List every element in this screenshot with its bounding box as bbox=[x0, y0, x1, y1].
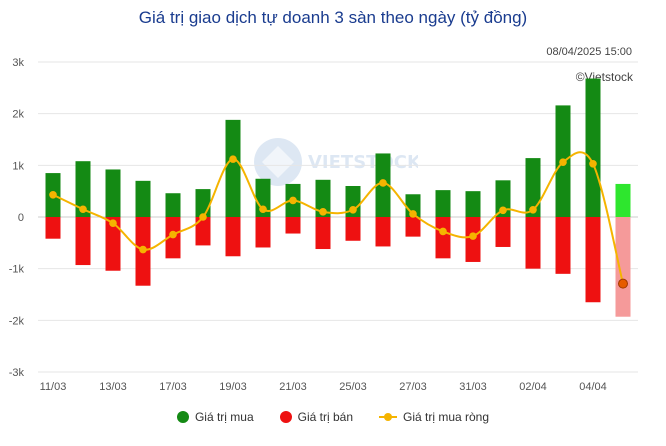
net-point bbox=[439, 227, 447, 236]
net-point bbox=[529, 205, 537, 214]
buy-bar bbox=[165, 193, 181, 217]
net-point bbox=[349, 205, 357, 214]
legend-buy-label: Giá trị mua bbox=[194, 410, 254, 424]
legend-item-buy[interactable]: Giá trị mua bbox=[176, 410, 254, 424]
sell-bar bbox=[45, 217, 61, 239]
buy-bar bbox=[465, 191, 481, 217]
x-tick-label: 25/03 bbox=[339, 381, 367, 393]
sell-bar bbox=[615, 217, 631, 317]
sell-bar bbox=[75, 217, 91, 266]
buy-bar bbox=[75, 161, 91, 217]
timestamp: 08/04/2025 15:00 bbox=[546, 46, 632, 58]
net-point bbox=[139, 245, 147, 254]
net-point bbox=[289, 196, 297, 205]
sell-bar bbox=[195, 217, 211, 246]
y-tick-label: 0 bbox=[18, 212, 24, 224]
net-point bbox=[109, 219, 117, 227]
sell-bar bbox=[375, 217, 391, 247]
x-tick-label: 21/03 bbox=[279, 381, 307, 393]
buy-bar bbox=[495, 180, 511, 217]
x-tick-label: 17/03 bbox=[159, 381, 187, 393]
legend-net-label: Giá trị mua ròng bbox=[403, 410, 490, 424]
sell-bar bbox=[225, 217, 241, 257]
net-point bbox=[559, 158, 567, 167]
buy-bar bbox=[435, 190, 451, 217]
legend-net-marker bbox=[379, 411, 397, 423]
sell-bar bbox=[315, 217, 331, 250]
sell-bar bbox=[405, 217, 421, 237]
net-point bbox=[199, 213, 207, 221]
buy-bar bbox=[315, 179, 331, 217]
net-point bbox=[379, 179, 387, 187]
buy-bar bbox=[615, 183, 631, 217]
x-tick-label: 27/03 bbox=[399, 381, 427, 393]
net-point bbox=[499, 206, 507, 215]
y-tick-label: 3k bbox=[12, 57, 24, 69]
legend-sell-marker bbox=[279, 411, 292, 423]
net-point bbox=[469, 232, 477, 240]
sell-bar bbox=[285, 217, 301, 234]
buy-bar bbox=[255, 178, 271, 217]
sell-bar bbox=[585, 217, 601, 303]
net-point bbox=[229, 155, 237, 163]
buy-bar bbox=[525, 158, 541, 217]
net-point bbox=[618, 278, 628, 289]
legend-item-net[interactable]: Giá trị mua ròng bbox=[379, 410, 489, 424]
y-tick-label: -2k bbox=[9, 315, 25, 327]
sell-bar bbox=[495, 217, 511, 247]
sell-bar bbox=[345, 217, 361, 241]
chart-title: Giá trị giao dịch tự doanh 3 sàn theo ng… bbox=[138, 8, 528, 27]
buy-bar bbox=[195, 189, 211, 217]
x-tick-label: 19/03 bbox=[219, 381, 247, 393]
y-tick-label: 1k bbox=[12, 160, 24, 172]
net-point bbox=[169, 230, 177, 239]
sell-bar bbox=[555, 217, 571, 274]
net-point bbox=[79, 205, 87, 214]
sell-bar bbox=[435, 217, 451, 259]
sell-bar bbox=[525, 217, 541, 269]
legend-buy-marker bbox=[176, 411, 189, 423]
legend-sell-label: Giá trị bán bbox=[297, 410, 353, 424]
y-tick-label: -3k bbox=[9, 367, 25, 379]
y-tick-label: -1k bbox=[9, 264, 25, 276]
sell-bar bbox=[255, 217, 271, 248]
x-tick-label: 31/03 bbox=[459, 381, 487, 393]
y-tick-label: 2k bbox=[12, 109, 24, 121]
x-tick-label: 02/04 bbox=[519, 381, 547, 393]
buy-bar bbox=[135, 180, 151, 217]
x-tick-label: 11/03 bbox=[40, 381, 67, 393]
buy-bar bbox=[225, 119, 241, 217]
x-tick-label: 13/03 bbox=[99, 381, 127, 393]
net-point bbox=[589, 159, 597, 168]
buy-bar bbox=[105, 169, 121, 217]
net-point bbox=[319, 208, 327, 216]
sell-bar bbox=[105, 217, 121, 271]
buy-bar bbox=[585, 78, 601, 218]
net-point bbox=[409, 210, 417, 218]
x-tick-label: 04/04 bbox=[579, 381, 607, 393]
legend-item-sell[interactable]: Giá trị bán bbox=[279, 410, 353, 424]
net-point bbox=[49, 190, 57, 199]
legend: Giá trị mua Giá trị bán Giá trị mua ròng bbox=[0, 410, 666, 424]
net-point bbox=[259, 205, 267, 214]
